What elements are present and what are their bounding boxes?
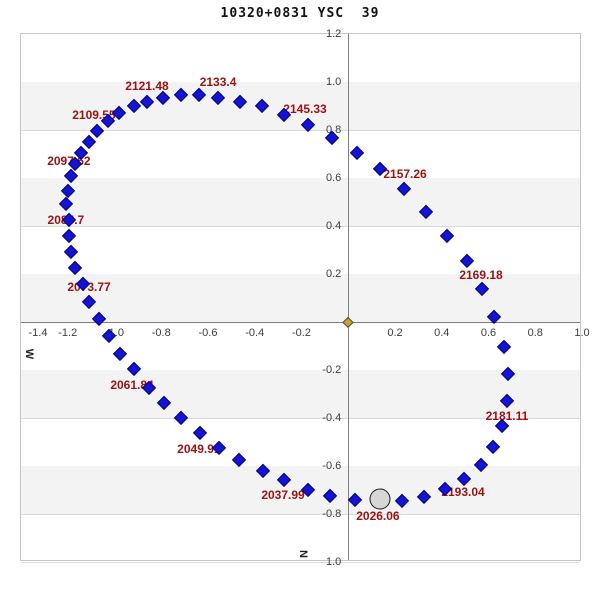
compass-label-n: N: [296, 550, 309, 559]
y-tick-label: 0.6: [325, 172, 342, 184]
x-tick-label: 1.0: [574, 327, 590, 339]
x-tick-label: 0.2: [387, 327, 403, 339]
x-tick-label: -0.2: [292, 327, 311, 339]
grid-band: [21, 466, 580, 514]
orbit-data-point: [81, 134, 96, 150]
grid-band: [21, 178, 580, 226]
gridline: [21, 418, 580, 419]
orbit-data-point: [485, 439, 500, 455]
y-tick-label: 1.0: [325, 556, 342, 568]
gridline: [21, 226, 580, 227]
y-tick-label: 0.2: [325, 268, 342, 280]
epoch-label: 2121.48: [125, 79, 169, 94]
y-axis-line: [348, 34, 350, 560]
epoch-label: 2037.99: [261, 488, 305, 503]
gridline: [21, 130, 580, 131]
companion-position-marker: [369, 488, 391, 510]
orbit-data-point: [192, 425, 208, 441]
epoch-label: 2026.06: [356, 508, 400, 523]
y-tick-label: -0.4: [322, 412, 342, 424]
grid-band: [21, 370, 580, 418]
x-tick-label: -0.4: [245, 327, 265, 339]
x-tick-label: -0.6: [198, 327, 218, 339]
epoch-label: 2133.4: [199, 75, 237, 89]
gridline: [21, 514, 580, 515]
y-tick-label: -0.6: [322, 460, 342, 472]
orbit-data-point: [349, 145, 364, 161]
epoch-label: 2169.18: [459, 267, 503, 282]
epoch-label: 2193.04: [441, 484, 485, 499]
y-tick-label: 1.0: [325, 76, 342, 88]
orbit-data-point: [439, 228, 454, 244]
x-tick-label: -1.2: [58, 327, 78, 339]
orbit-data-point: [61, 228, 76, 244]
x-tick-label: 0.8: [527, 327, 543, 339]
x-tick-label: 0.6: [480, 327, 497, 339]
epoch-label: 2145.33: [283, 102, 327, 117]
x-tick-label: -0.8: [151, 327, 171, 339]
grid-band: [21, 274, 580, 322]
orbit-data-point: [112, 346, 127, 362]
x-axis-line: [21, 322, 580, 323]
gridline: [21, 562, 580, 563]
compass-label-w: W: [22, 349, 35, 360]
epoch-label: 2049.91: [177, 441, 221, 456]
epoch-label: 2181.11: [485, 409, 529, 424]
y-tick-label: -0.8: [322, 508, 342, 520]
chart-title: 10320+0831 YSC 39: [220, 6, 380, 21]
x-tick-label: -1.4: [28, 327, 48, 339]
orbit-data-point: [459, 253, 474, 269]
orbit-data-point: [496, 339, 511, 355]
y-tick-label: 0.4: [325, 220, 342, 232]
y-tick-label: 1.2: [325, 28, 342, 40]
y-tick-label: -0.2: [322, 364, 342, 376]
orbit-data-point: [63, 244, 78, 260]
plot-area: -1.4 -1.2 -1.0 -0.8 -0.6 -0.4 -0.2 0.2 0.4 0.6 0.8…: [20, 28, 590, 568]
epoch-label: 2157.26: [383, 166, 427, 181]
x-tick-label: 0.4: [434, 327, 450, 339]
